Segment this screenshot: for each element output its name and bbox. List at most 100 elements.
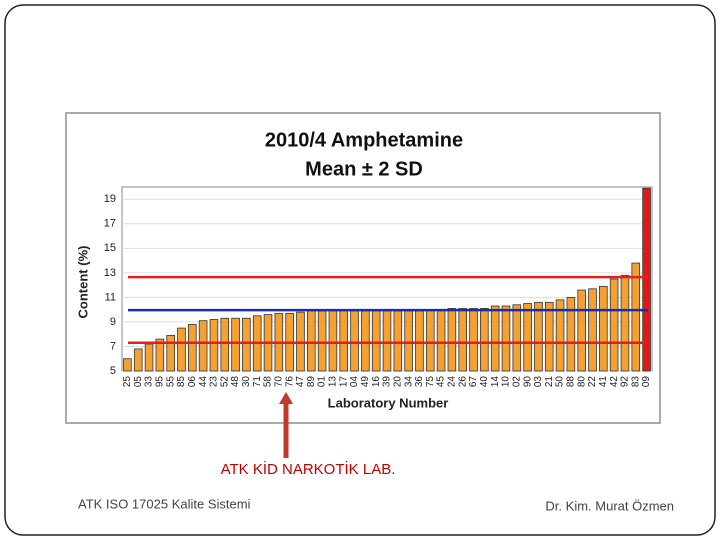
bar [425, 309, 435, 372]
bar [523, 303, 532, 372]
bar [231, 317, 240, 372]
y-tick-label: 9 [110, 316, 116, 328]
x-tick-label: 34 [403, 376, 414, 388]
bar [415, 310, 424, 372]
bar [361, 310, 370, 372]
x-tick-label: 52 [219, 376, 230, 388]
x-tick-label: 42 [609, 376, 620, 388]
x-tick-label: 41 [598, 376, 609, 388]
x-tick-label: 92 [620, 376, 631, 388]
bar [469, 308, 478, 372]
arrow-head [279, 392, 293, 404]
x-tick-label: 05 [133, 376, 144, 388]
bar [458, 308, 468, 372]
x-tick-label: 23 [209, 376, 220, 388]
bar [328, 310, 338, 372]
x-tick-label: 33 [144, 376, 155, 388]
bar [317, 310, 327, 372]
x-tick-label: 45 [436, 376, 447, 388]
bar [198, 320, 208, 372]
bar [404, 310, 413, 372]
bar [306, 310, 316, 372]
x-tick-label: 89 [306, 376, 317, 388]
x-tick-label: 40 [479, 376, 490, 388]
bar [242, 317, 251, 372]
x-tick-label: 47 [295, 376, 306, 388]
x-tick-label: 75 [425, 376, 436, 388]
bar [588, 288, 597, 372]
x-tick-label: 83 [630, 376, 641, 388]
x-tick-label: 06 [187, 376, 198, 388]
bar [512, 304, 522, 372]
x-tick-label: 13 [328, 376, 339, 388]
y-tick-label: 19 [104, 193, 116, 205]
x-tick-label: 80 [576, 376, 587, 388]
bar [609, 278, 619, 372]
footer-right: Dr. Kim. Murat Özmen [545, 498, 674, 513]
y-tick-label: 7 [110, 340, 116, 352]
bar [166, 335, 175, 372]
x-tick-label: 22 [587, 376, 598, 388]
x-tick-label: 02 [511, 376, 522, 388]
x-tick-label: 09 [641, 376, 652, 388]
bar [577, 289, 586, 372]
bar [220, 317, 230, 372]
x-tick-label: 85 [176, 376, 187, 388]
bar [544, 301, 554, 372]
y-tick-label: 11 [105, 291, 116, 303]
x-tick-label: 36 [414, 376, 425, 388]
x-tick-label: 26 [457, 376, 468, 388]
bar [188, 323, 197, 372]
x-tick-label: 04 [349, 376, 360, 388]
chart-subtitle: Mean ± 2 SD [305, 158, 423, 180]
y-tick-label: 13 [104, 267, 116, 279]
bar [566, 296, 576, 372]
bar [480, 308, 489, 372]
footer-left: ATK ISO 17025 Kalite Sistemi [78, 496, 251, 511]
bar [393, 310, 403, 372]
x-tick-label: 76 [284, 376, 295, 388]
bar [209, 319, 219, 372]
bar [620, 274, 630, 372]
x-tick-label: 21 [544, 376, 555, 388]
x-tick-label: 70 [273, 376, 284, 388]
x-tick-label: 95 [154, 376, 165, 388]
bar [155, 338, 165, 372]
bar [144, 343, 154, 372]
x-tick-label: 58 [263, 376, 274, 388]
x-axis-label: Laboratory Number [328, 395, 449, 410]
x-tick-label: 90 [522, 376, 533, 388]
x-tick-label: 30 [241, 376, 252, 388]
bar [382, 310, 392, 372]
bar [123, 358, 132, 372]
bar [371, 310, 381, 372]
bar [599, 285, 608, 372]
bar [350, 310, 359, 372]
y-tick-label: 5 [110, 365, 116, 377]
bar [177, 327, 186, 372]
x-tick-label: 03 [533, 376, 544, 388]
y-axis-label: Content (%) [75, 246, 90, 319]
bar [631, 262, 641, 372]
bar [534, 301, 543, 372]
x-tick-label: 67 [468, 376, 479, 388]
bar [642, 187, 651, 372]
x-tick-label: 88 [566, 376, 577, 388]
x-tick-label: 48 [230, 376, 241, 388]
x-tick-label: 16 [371, 376, 382, 388]
x-tick-label: 71 [252, 376, 263, 388]
bar [490, 305, 500, 372]
x-tick-label: 50 [555, 376, 566, 388]
x-tick-label: 44 [198, 376, 209, 388]
x-tick-label: 14 [490, 376, 501, 388]
chart-title: 2010/4 Amphetamine [265, 129, 463, 151]
x-tick-label: 25 [122, 376, 133, 388]
annotation: ATK KİD NARKOTİK LAB. [221, 460, 396, 478]
bar [501, 305, 511, 372]
x-tick-label: 55 [165, 376, 176, 388]
y-tick-label: 15 [104, 242, 116, 254]
x-tick-label: 01 [317, 376, 328, 388]
bar [555, 299, 565, 372]
x-tick-label: 24 [447, 376, 458, 388]
